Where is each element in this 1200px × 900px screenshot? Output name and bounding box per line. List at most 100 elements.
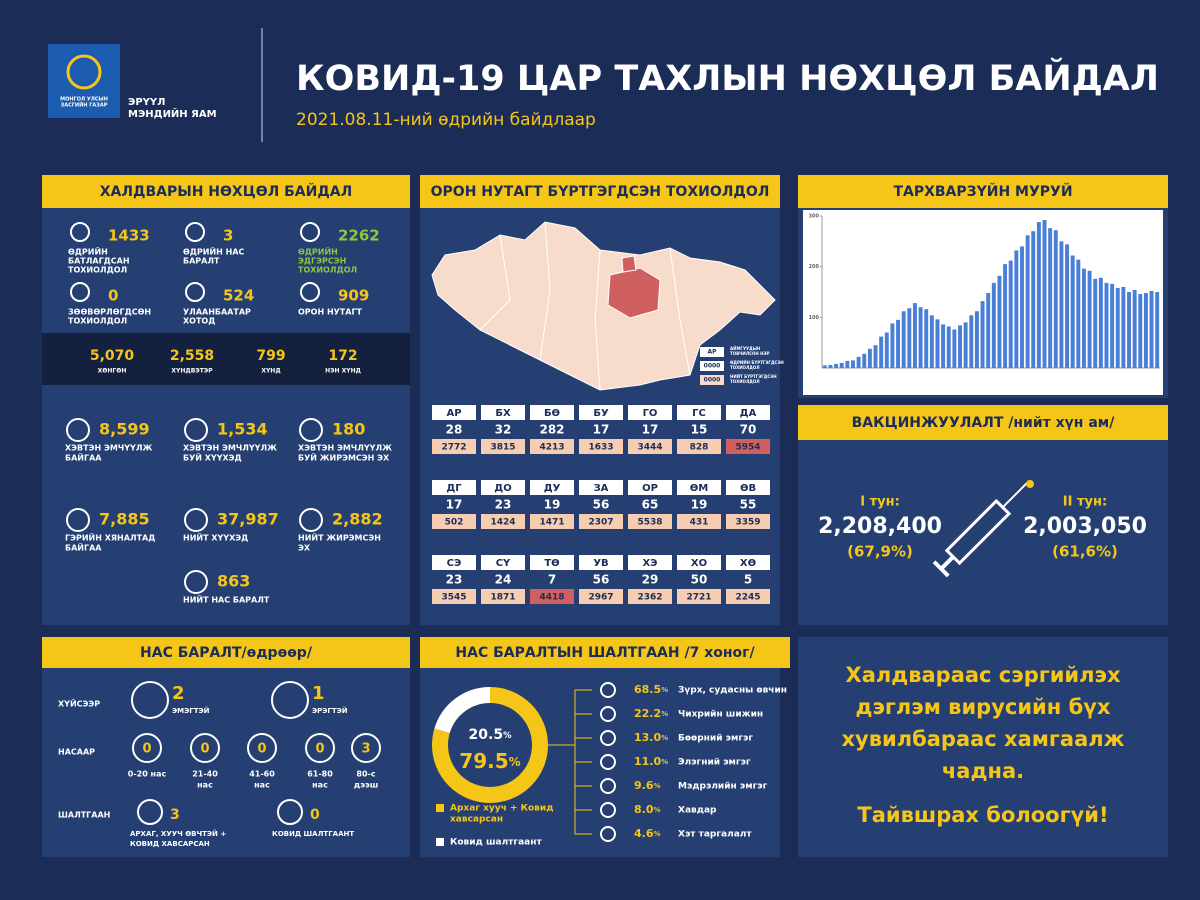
province-code: ХЭ xyxy=(642,558,657,569)
map xyxy=(431,221,776,391)
bar xyxy=(1132,289,1137,368)
y-tick-label: 100 xyxy=(809,315,820,321)
cause-value: 3 xyxy=(170,807,180,823)
age-label: нас xyxy=(197,781,213,790)
cause-label: АРХАГ, ХУУЧ ӨВЧТЭЙ + xyxy=(130,829,226,838)
disease-label: Зүрх, судасны өвчин xyxy=(678,686,787,696)
province-daily: 17 xyxy=(642,423,659,437)
code-cell xyxy=(579,480,623,495)
needle xyxy=(1001,481,1029,509)
stat-label: ӨДРИЙН xyxy=(298,246,338,257)
icon xyxy=(299,508,323,532)
province-daily: 56 xyxy=(593,498,610,512)
y-tick-label: 200 xyxy=(809,264,820,270)
donut-legend: хавсарсан xyxy=(450,815,503,825)
death-value: 1 xyxy=(312,683,325,704)
care-label: ГЭРИЙН ХЯНАЛТАД xyxy=(65,532,155,543)
disease-label: Хэт таргалалт xyxy=(678,830,752,840)
dose-value: 2,003,050 xyxy=(1023,514,1147,539)
stat-label: УЛААНБААТАР xyxy=(183,308,251,317)
age-label: нас xyxy=(312,781,328,790)
code-cell xyxy=(530,405,574,420)
province-code: ГС xyxy=(692,408,706,419)
code-cell xyxy=(677,405,721,420)
total-cell xyxy=(628,514,672,529)
province-daily: 32 xyxy=(495,423,512,437)
code-cell xyxy=(432,480,476,495)
icon xyxy=(70,282,90,302)
care-label: БАЙГАА xyxy=(65,542,102,553)
total-cell xyxy=(677,514,721,529)
care-label: ХЭВТЭН ЭМЧЛҮҮЛЖ xyxy=(298,444,392,453)
panel-title: ОРОН НУТАГТ БҮРТГЭГДСЭН ТОХИОЛДОЛ xyxy=(431,184,770,200)
province-code: ОР xyxy=(642,483,658,494)
bar xyxy=(912,303,917,368)
code-cell xyxy=(726,405,770,420)
icon xyxy=(600,706,616,722)
bar xyxy=(879,336,884,368)
stat-value: 3 xyxy=(223,227,233,245)
ministry: ЭРҮҮЛ xyxy=(128,97,165,108)
legend-label: ТОХИОЛДОЛ xyxy=(730,365,760,370)
severity-label: ХӨНГӨН xyxy=(98,368,127,375)
province-total: 2362 xyxy=(637,593,662,603)
dose-label: II тун: xyxy=(1063,495,1107,510)
bar xyxy=(1048,228,1053,368)
bar xyxy=(907,308,912,368)
subtitle: 2021.08.11-ний өдрийн байдлаар xyxy=(296,110,596,130)
legend-label: ӨДРИЙН БҮРТГЭГДСЭН xyxy=(730,360,784,365)
stat-label: ТОХИОЛДОЛ xyxy=(68,266,127,275)
total-cell xyxy=(481,439,525,454)
donut-value: 20.5 xyxy=(469,727,504,743)
stat-value: 909 xyxy=(338,287,369,305)
bar xyxy=(1059,241,1064,368)
stat-label: ОРОН НУТАГТ xyxy=(298,308,363,317)
province-total: 5954 xyxy=(735,443,760,453)
age-circle xyxy=(190,733,220,763)
province-total: 3359 xyxy=(735,518,760,528)
bar xyxy=(969,315,974,368)
bar xyxy=(890,323,895,368)
message: Халдвараас сэргийлэх xyxy=(846,663,1121,687)
syringe xyxy=(932,481,1029,578)
bar xyxy=(1087,270,1092,368)
message: дэглэм вирусийн бүх xyxy=(855,695,1110,719)
province-daily: 50 xyxy=(691,573,708,587)
panel-header xyxy=(798,405,1168,440)
legend-label: ТОВЧИЛСОН НЭР xyxy=(730,351,769,356)
province-daily: 23 xyxy=(495,498,512,512)
province-code: ӨВ xyxy=(740,483,756,494)
disease-label: Элэгний эмгэг xyxy=(678,758,751,768)
province-daily: 19 xyxy=(691,498,708,512)
row-label: ХҮЙСЭЭР xyxy=(58,698,100,709)
age-circle xyxy=(247,733,277,763)
province-code: БХ xyxy=(495,408,511,419)
stat-label: БАРАЛТ xyxy=(183,257,220,266)
bar xyxy=(1042,220,1047,368)
panel xyxy=(42,637,410,857)
donut-label: 20.5% xyxy=(469,727,513,743)
care-value: 863 xyxy=(217,572,250,591)
disease-value: 68.5 xyxy=(634,683,661,696)
bar xyxy=(935,319,940,368)
stat-label: БАТЛАГДСАН xyxy=(68,257,130,266)
bar xyxy=(997,275,1002,368)
province-code: ДО xyxy=(494,483,511,494)
bar xyxy=(1053,230,1058,368)
care-label: БУЙ ЖИРЭМСЭН ЭХ xyxy=(298,452,390,463)
icon xyxy=(137,799,163,825)
province-code: ЗА xyxy=(594,483,609,494)
dose-value: 2,208,400 xyxy=(818,514,942,539)
province-total: 1871 xyxy=(490,593,515,603)
bar xyxy=(1121,286,1126,368)
care-label: ХЭВТЭН ЭМЧЛҮҮЛЖ xyxy=(183,444,277,453)
age-value: 0 xyxy=(315,742,324,757)
care-value: 7,885 xyxy=(99,510,150,529)
bar xyxy=(924,309,929,368)
icon xyxy=(185,222,205,242)
code-cell xyxy=(628,405,672,420)
y-tick-label: 300 xyxy=(809,214,820,220)
plunger xyxy=(939,555,955,571)
code-cell xyxy=(432,555,476,570)
